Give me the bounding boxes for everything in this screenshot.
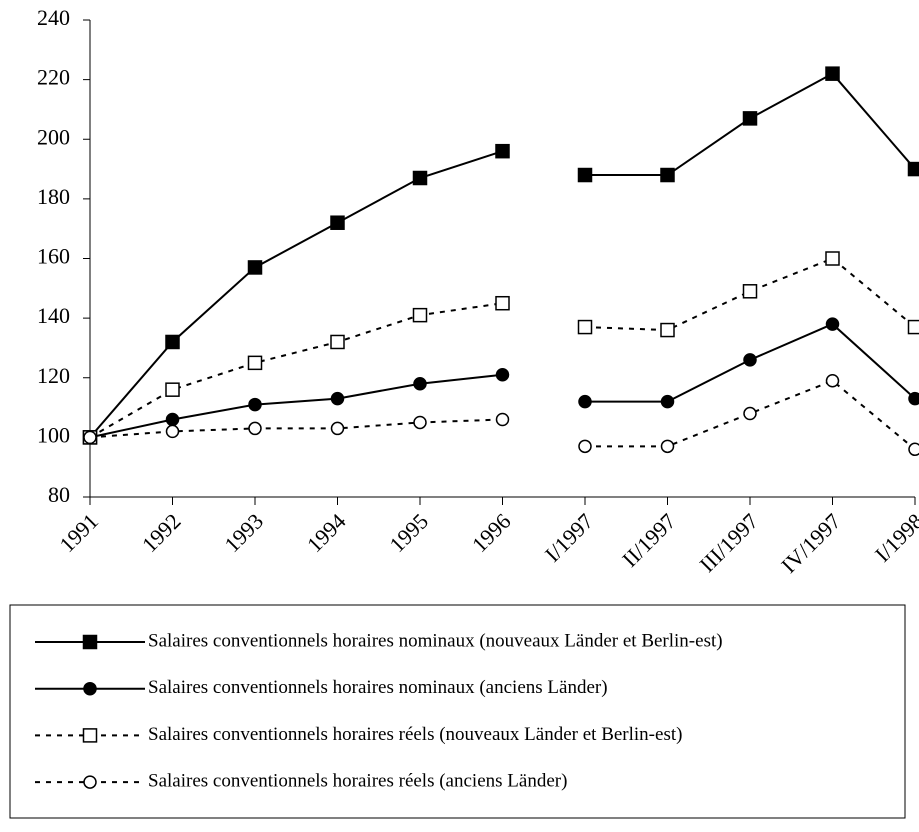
- data-point: [412, 170, 428, 186]
- data-point: [248, 397, 262, 412]
- data-point: [330, 215, 345, 230]
- data-point: [247, 355, 263, 371]
- x-tick-label: I/1997: [540, 508, 598, 566]
- data-point: [165, 334, 180, 350]
- data-point: [247, 260, 263, 275]
- data-point: [742, 284, 758, 299]
- data-point: [495, 143, 510, 159]
- x-tick-label: 1994: [302, 508, 351, 557]
- y-tick-label: 100: [37, 422, 70, 447]
- data-point: [577, 167, 593, 183]
- legend-box: [9, 604, 906, 819]
- data-point: [165, 382, 180, 397]
- data-point: [825, 251, 840, 266]
- data-point: [908, 442, 919, 457]
- data-point: [907, 319, 919, 335]
- series-line: [89, 150, 503, 439]
- x-tick-label: IV/1997: [776, 508, 846, 578]
- x-tick-label: I/1998: [870, 508, 919, 566]
- y-tick-label: 200: [37, 124, 70, 149]
- legend-marker: [83, 681, 97, 696]
- data-point: [577, 319, 593, 335]
- data-point: [578, 439, 592, 454]
- data-point: [412, 307, 428, 323]
- data-point: [413, 415, 427, 430]
- data-point: [578, 394, 592, 409]
- data-point: [495, 412, 510, 427]
- data-point: [248, 421, 262, 436]
- data-point: [495, 295, 510, 311]
- x-tick-label: 1995: [384, 508, 433, 557]
- series-line: [89, 418, 503, 439]
- legend-marker: [82, 634, 98, 650]
- data-point: [825, 373, 840, 388]
- series-line: [89, 302, 503, 439]
- data-point: [83, 430, 97, 445]
- x-tick-label: II/1997: [617, 508, 680, 571]
- data-point: [165, 412, 180, 427]
- data-point: [907, 161, 919, 177]
- y-tick-label: 180: [37, 184, 70, 209]
- y-tick-label: 140: [37, 303, 70, 328]
- legend-label: Salaires conventionnels horaires nominau…: [148, 630, 723, 651]
- x-tick-label: 1993: [219, 508, 268, 557]
- data-point: [743, 353, 757, 367]
- data-point: [330, 391, 345, 406]
- data-point: [743, 406, 757, 421]
- data-point: [825, 317, 840, 331]
- x-tick-label: 1996: [467, 508, 516, 557]
- data-point: [330, 334, 345, 350]
- legend-marker: [83, 775, 97, 789]
- data-point: [660, 167, 675, 183]
- legend-label: Salaires conventionnels horaires nominau…: [148, 677, 608, 698]
- data-point: [495, 368, 510, 382]
- legend-marker: [82, 728, 98, 743]
- data-point: [330, 421, 345, 436]
- data-point: [165, 424, 180, 439]
- y-tick-label: 160: [37, 244, 70, 269]
- x-tick-label: 1992: [137, 508, 186, 557]
- legend-label: Salaires conventionnels horaires réels (…: [148, 724, 682, 745]
- x-tick-label: 1991: [54, 508, 103, 557]
- series-line: [89, 373, 503, 439]
- data-point: [742, 111, 758, 126]
- y-tick-label: 220: [37, 65, 70, 90]
- data-point: [908, 391, 919, 406]
- data-point: [660, 439, 675, 454]
- y-tick-label: 240: [37, 5, 70, 30]
- series-line: [585, 379, 916, 451]
- legend-label: Salaires conventionnels horaires réels (…: [148, 770, 567, 791]
- data-point: [660, 394, 675, 409]
- data-point: [825, 66, 840, 81]
- y-tick-label: 120: [37, 363, 70, 388]
- data-point: [660, 322, 675, 338]
- x-tick-label: III/1997: [694, 508, 763, 577]
- y-tick-label: 80: [48, 482, 70, 507]
- data-point: [413, 376, 427, 391]
- series-line: [584, 257, 916, 332]
